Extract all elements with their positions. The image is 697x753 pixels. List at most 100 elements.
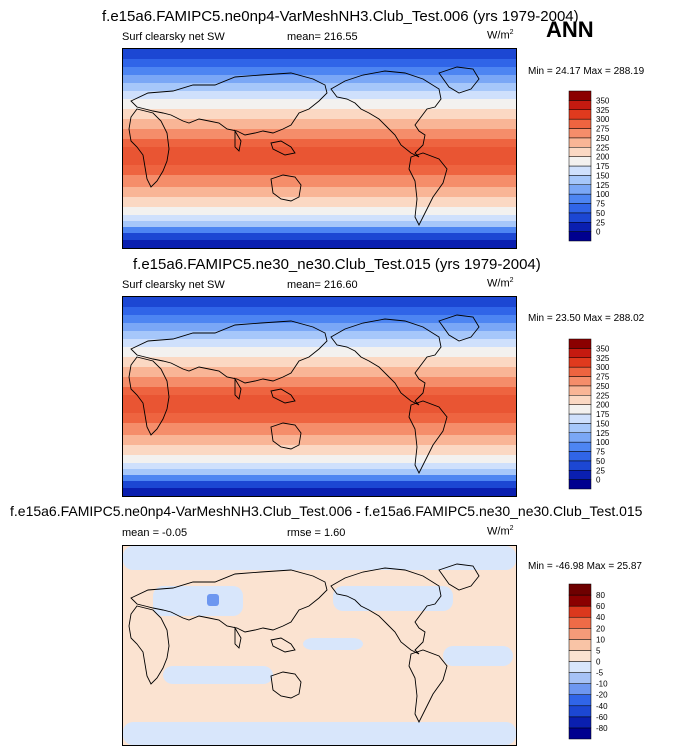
colorbar-box <box>568 175 592 185</box>
panel1-map <box>122 48 517 249</box>
colorbar-box <box>568 385 592 396</box>
panel1-minmax: Min = 24.17 Max = 288.19 <box>528 66 645 77</box>
panel2-minmax: Min = 23.50 Max = 288.02 <box>528 313 645 324</box>
colorbar-tick-label: 350 <box>596 344 610 353</box>
colorbar-box <box>568 479 592 490</box>
colorbar-box <box>568 212 592 223</box>
season-label: ANN <box>546 17 594 42</box>
colorbar-tick-label: 225 <box>596 143 610 152</box>
colorbar-tick-label: 50 <box>596 209 605 218</box>
colorbar-tick-label: 75 <box>596 448 605 457</box>
panel3-rmse-label: rmse = 1.60 <box>287 527 346 539</box>
colorbar-box <box>568 348 592 358</box>
colorbar-box <box>568 395 592 405</box>
panel2-mean-label: mean= 216.60 <box>287 279 358 291</box>
colorbar-tick-label: -40 <box>596 702 608 711</box>
colorbar-box <box>568 441 592 452</box>
colorbar-tick-label: 325 <box>596 106 610 115</box>
colorbar-box <box>568 413 592 424</box>
colorbar-box <box>568 231 592 242</box>
colorbar-box <box>568 716 592 729</box>
colorbar-tick-label: 125 <box>596 429 610 438</box>
colorbar-box <box>568 366 592 377</box>
colorbar-box <box>568 109 592 120</box>
colorbar-tick-label: 350 <box>596 96 610 105</box>
colorbar-tick-label: 200 <box>596 401 610 410</box>
panel2-units: W/m2 <box>487 277 514 290</box>
colorbar-box <box>568 423 592 433</box>
colorbar-tick-label: 175 <box>596 410 610 419</box>
colorbar-box <box>568 222 592 232</box>
panel1-colorbar: 0 25 50 75 100 125 150 175 200 225 250 275 300 325 350 <box>568 90 618 242</box>
panel3-title: f.e15a6.FAMIPC5.ne0np4-VarMeshNH3.Club_T… <box>10 503 643 519</box>
map-field <box>123 297 516 496</box>
colorbar-box <box>568 404 592 415</box>
colorbar-tick-label: 300 <box>596 115 610 124</box>
colorbar-box <box>568 672 592 684</box>
colorbar-tick-label: 10 <box>596 635 605 644</box>
colorbar-box <box>568 376 592 387</box>
colorbar-box <box>568 147 592 157</box>
colorbar-tick-label: 20 <box>596 624 605 633</box>
colorbar-box <box>568 338 592 349</box>
colorbar-box <box>568 100 592 110</box>
colorbar-tick-label: 0 <box>596 228 601 237</box>
colorbar-box <box>568 432 592 443</box>
colorbar-box <box>568 137 592 148</box>
colorbar-tick-label: 150 <box>596 171 610 180</box>
colorbar-box <box>568 451 592 462</box>
panel3-units: W/m2 <box>487 525 514 538</box>
colorbar-box <box>568 705 592 718</box>
colorbar-tick-label: -5 <box>596 669 604 678</box>
colorbar-tick-label: 250 <box>596 382 610 391</box>
colorbar-box <box>568 683 592 695</box>
colorbar-tick-label: 125 <box>596 181 610 190</box>
colorbar-box <box>568 470 592 480</box>
colorbar-box <box>568 727 592 740</box>
colorbar-tick-label: 0 <box>596 658 601 667</box>
colorbar-tick-label: 275 <box>596 125 610 134</box>
colorbar-box <box>568 661 592 673</box>
colorbar-tick-label: 300 <box>596 363 610 372</box>
colorbar-box <box>568 616 592 629</box>
panel1-mean-label: mean= 216.55 <box>287 31 358 43</box>
colorbar-tick-label: 275 <box>596 373 610 382</box>
panel3-mean-label: mean = -0.05 <box>122 527 188 539</box>
colorbar-tick-label: -60 <box>596 713 608 722</box>
map-field <box>123 546 516 745</box>
colorbar-box <box>568 605 592 618</box>
colorbar-box <box>568 90 592 101</box>
colorbar-box <box>568 583 592 596</box>
colorbar-box <box>568 128 592 139</box>
panel1-units: W/m2 <box>487 29 514 42</box>
colorbar-tick-label: -80 <box>596 724 608 733</box>
colorbar-tick-label: 150 <box>596 419 610 428</box>
colorbar-tick-label: 175 <box>596 162 610 171</box>
colorbar-box <box>568 193 592 204</box>
map-field <box>123 49 516 248</box>
colorbar-tick-label: 40 <box>596 613 605 622</box>
colorbar-tick-label: 225 <box>596 391 610 400</box>
colorbar-tick-label: 100 <box>596 190 610 199</box>
colorbar-tick-label: 250 <box>596 134 610 143</box>
panel3-minmax: Min = -46.98 Max = 25.87 <box>528 561 642 572</box>
colorbar-box <box>568 650 592 662</box>
colorbar-tick-label: 0 <box>596 476 601 485</box>
colorbar-box <box>568 165 592 176</box>
panel2-colorbar: 0 25 50 75 100 125 150 175 200 225 250 275 300 325 350 <box>568 338 618 490</box>
panel3-map <box>122 545 517 746</box>
colorbar-tick-label: 25 <box>596 466 605 475</box>
colorbar-tick-label: 80 <box>596 591 605 600</box>
colorbar-tick-label: 60 <box>596 602 605 611</box>
panel1-variable-label: Surf clearsky net SW <box>122 31 225 43</box>
colorbar-box <box>568 628 592 640</box>
colorbar-tick-label: 200 <box>596 153 610 162</box>
colorbar-box <box>568 184 592 195</box>
colorbar-box <box>568 639 592 651</box>
colorbar-tick-label: 325 <box>596 354 610 363</box>
colorbar-tick-label: 75 <box>596 200 605 209</box>
colorbar-tick-label: 100 <box>596 438 610 447</box>
colorbar-box <box>568 694 592 707</box>
colorbar-box <box>568 594 592 607</box>
panel2-title: f.e15a6.FAMIPC5.ne30_ne30.Club_Test.015 … <box>133 256 541 273</box>
